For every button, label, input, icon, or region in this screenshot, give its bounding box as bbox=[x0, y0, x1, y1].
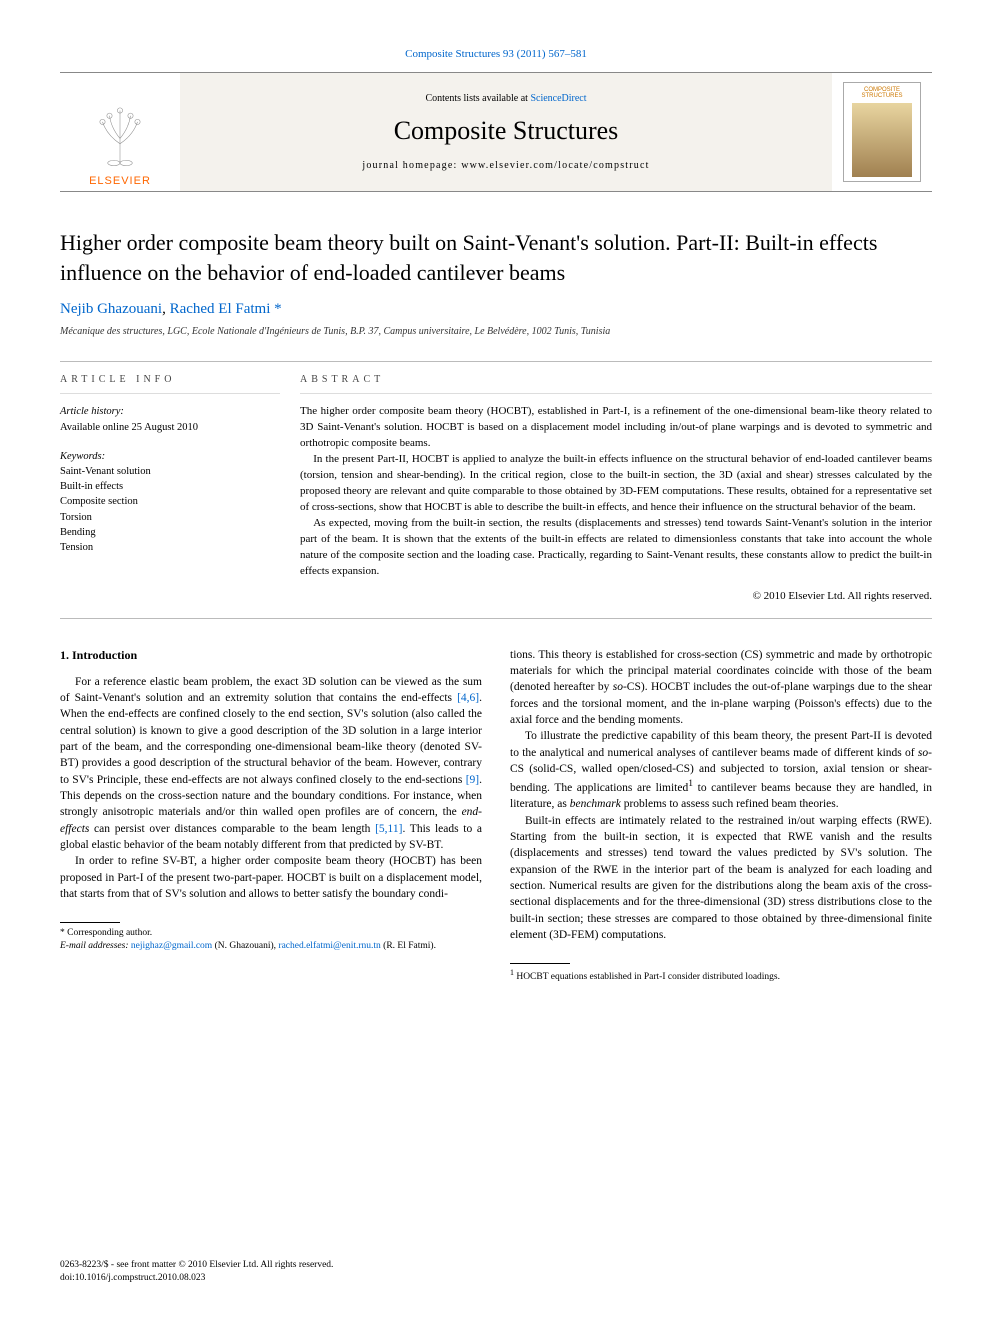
email-link[interactable]: rached.elfatmi@enit.rnu.tn bbox=[278, 941, 380, 951]
article-info-heading: ARTICLE INFO bbox=[60, 374, 280, 394]
body-columns: 1. Introduction For a reference elastic … bbox=[60, 647, 932, 985]
article-title: Higher order composite beam theory built… bbox=[60, 228, 932, 287]
citation-link[interactable]: [5,11] bbox=[375, 823, 402, 835]
doi-line: doi:10.1016/j.compstruct.2010.08.023 bbox=[60, 1272, 482, 1285]
email-link[interactable]: nejighaz@gmail.com bbox=[131, 941, 212, 951]
keywords-block: Keywords: Saint-Venant solution Built-in… bbox=[60, 449, 280, 556]
body-paragraph: tions. This theory is established for cr… bbox=[510, 647, 932, 729]
homepage-line: journal homepage: www.elsevier.com/locat… bbox=[362, 160, 649, 171]
journal-header-band: ELSEVIER Contents lists available at Sci… bbox=[60, 72, 932, 192]
body-col-left: 1. Introduction For a reference elastic … bbox=[60, 647, 482, 985]
section-heading: 1. Introduction bbox=[60, 647, 482, 664]
divider bbox=[60, 618, 932, 619]
author-2[interactable]: Rached El Fatmi bbox=[170, 301, 271, 317]
homepage-prefix: journal homepage: bbox=[362, 160, 461, 171]
contents-line: Contents lists available at ScienceDirec… bbox=[425, 93, 586, 104]
corresponding-symbol: * bbox=[274, 301, 282, 317]
abstract-p2: In the present Part-II, HOCBT is applied… bbox=[300, 452, 932, 516]
history-line: Available online 25 August 2010 bbox=[60, 420, 280, 435]
journal-cover-thumbnail: COMPOSITE STRUCTURES bbox=[843, 82, 921, 182]
corresponding-author-note: * Corresponding author. bbox=[60, 927, 482, 940]
abstract-body: The higher order composite beam theory (… bbox=[300, 404, 932, 579]
footnote-separator bbox=[510, 963, 570, 964]
abstract-p3: As expected, moving from the built-in se… bbox=[300, 516, 932, 580]
body-paragraph: For a reference elastic beam problem, th… bbox=[60, 674, 482, 854]
keywords-label: Keywords: bbox=[60, 449, 280, 464]
keyword: Composite section bbox=[60, 494, 280, 509]
header-middle: Contents lists available at ScienceDirec… bbox=[180, 73, 832, 191]
page-bottom: 0263-8223/$ - see front matter © 2010 El… bbox=[60, 1259, 932, 1285]
article-info-col: ARTICLE INFO Article history: Available … bbox=[60, 374, 300, 601]
authors-line: Nejib Ghazouani, Rached El Fatmi * bbox=[60, 301, 932, 318]
sciencedirect-link[interactable]: ScienceDirect bbox=[530, 93, 586, 104]
article-history: Article history: Available online 25 Aug… bbox=[60, 404, 280, 434]
body-paragraph: Built-in effects are intimately related … bbox=[510, 813, 932, 944]
keyword: Bending bbox=[60, 525, 280, 540]
contents-prefix: Contents lists available at bbox=[425, 93, 530, 104]
footnotes-right: 1 HOCBT equations established in Part-I … bbox=[510, 968, 932, 984]
journal-reference-link[interactable]: Composite Structures 93 (2011) 567–581 bbox=[405, 48, 587, 60]
citation-link[interactable]: [9] bbox=[466, 774, 479, 786]
footnote-separator bbox=[60, 922, 120, 923]
bottom-right bbox=[510, 1259, 932, 1285]
keyword: Torsion bbox=[60, 510, 280, 525]
abstract-p1: The higher order composite beam theory (… bbox=[300, 404, 932, 452]
keyword: Saint-Venant solution bbox=[60, 464, 280, 479]
keyword: Built-in effects bbox=[60, 479, 280, 494]
footnotes-left: * Corresponding author. E-mail addresses… bbox=[60, 927, 482, 953]
cover-image-placeholder bbox=[852, 103, 912, 177]
email-addresses: E-mail addresses: nejighaz@gmail.com (N.… bbox=[60, 940, 482, 953]
abstract-col: ABSTRACT The higher order composite beam… bbox=[300, 374, 932, 601]
footnote-text: HOCBT equations established in Part-I co… bbox=[514, 973, 780, 983]
journal-title: Composite Structures bbox=[394, 116, 619, 146]
author-1[interactable]: Nejib Ghazouani bbox=[60, 301, 162, 317]
affiliation: Mécanique des structures, LGC, Ecole Nat… bbox=[60, 326, 932, 337]
abstract-copyright: © 2010 Elsevier Ltd. All rights reserved… bbox=[300, 590, 932, 602]
body-col-right: tions. This theory is established for cr… bbox=[510, 647, 932, 985]
homepage-url[interactable]: www.elsevier.com/locate/compstruct bbox=[461, 160, 649, 171]
elsevier-label: ELSEVIER bbox=[89, 175, 151, 187]
history-label: Article history: bbox=[60, 404, 280, 419]
publisher-logo-block: ELSEVIER bbox=[60, 73, 180, 191]
front-matter-line: 0263-8223/$ - see front matter © 2010 El… bbox=[60, 1259, 482, 1272]
article-meta-row: ARTICLE INFO Article history: Available … bbox=[60, 361, 932, 601]
body-paragraph: To illustrate the predictive capability … bbox=[510, 728, 932, 812]
bottom-left: 0263-8223/$ - see front matter © 2010 El… bbox=[60, 1259, 482, 1285]
body-paragraph: In order to refine SV-BT, a higher order… bbox=[60, 853, 482, 902]
cover-line2: STRUCTURES bbox=[861, 93, 902, 99]
cover-thumb-block: COMPOSITE STRUCTURES bbox=[832, 73, 932, 191]
journal-reference: Composite Structures 93 (2011) 567–581 bbox=[60, 48, 932, 60]
keyword: Tension bbox=[60, 540, 280, 555]
abstract-heading: ABSTRACT bbox=[300, 374, 932, 394]
elsevier-tree-icon bbox=[80, 95, 160, 175]
citation-link[interactable]: [4,6] bbox=[457, 692, 479, 704]
